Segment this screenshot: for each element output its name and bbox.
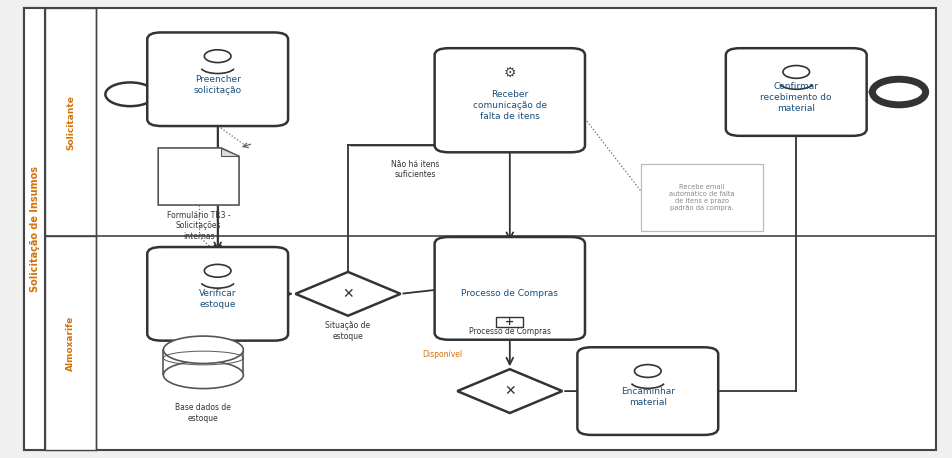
FancyBboxPatch shape xyxy=(725,48,865,136)
Text: Verificar
estoque: Verificar estoque xyxy=(199,289,236,309)
FancyBboxPatch shape xyxy=(641,164,763,231)
Ellipse shape xyxy=(163,361,243,388)
Text: Recebe email
automático de falta
de itens e prazo
padrão da compra.: Recebe email automático de falta de iten… xyxy=(668,184,734,211)
Text: Processo de Compras: Processo de Compras xyxy=(468,327,550,336)
Ellipse shape xyxy=(163,336,243,364)
Text: ✕: ✕ xyxy=(342,287,353,301)
Text: Solicitação de Insumos: Solicitação de Insumos xyxy=(30,166,40,293)
FancyBboxPatch shape xyxy=(434,48,585,153)
Polygon shape xyxy=(163,350,243,375)
Text: Formulário TR3 -
Solicitações
internas: Formulário TR3 - Solicitações internas xyxy=(167,211,230,240)
Text: ⚙: ⚙ xyxy=(503,65,516,79)
Text: Confirmar
recebimento do
material: Confirmar recebimento do material xyxy=(760,82,831,113)
Text: Almoxarife: Almoxarife xyxy=(66,316,75,371)
Text: Receber
comunicação de
falta de itens: Receber comunicação de falta de itens xyxy=(472,90,546,121)
FancyBboxPatch shape xyxy=(46,236,96,451)
FancyBboxPatch shape xyxy=(434,237,585,340)
FancyBboxPatch shape xyxy=(148,247,288,341)
Text: ✕: ✕ xyxy=(504,384,515,398)
FancyBboxPatch shape xyxy=(25,8,46,451)
Text: Processo de Compras: Processo de Compras xyxy=(461,289,558,298)
Text: Encaminhar
material: Encaminhar material xyxy=(620,387,674,407)
Text: Base dados de
estoque: Base dados de estoque xyxy=(175,403,231,423)
FancyBboxPatch shape xyxy=(46,8,96,236)
Text: +: + xyxy=(505,317,514,327)
Text: Preencher
solicitação: Preencher solicitação xyxy=(193,75,242,95)
Text: Solicitante: Solicitante xyxy=(66,95,75,150)
Text: Situação de
estoque: Situação de estoque xyxy=(326,321,370,341)
FancyBboxPatch shape xyxy=(577,347,718,435)
Polygon shape xyxy=(295,272,400,316)
Polygon shape xyxy=(457,369,562,413)
Text: Não há itens
suficientes: Não há itens suficientes xyxy=(391,160,439,180)
FancyBboxPatch shape xyxy=(148,33,288,126)
Polygon shape xyxy=(221,148,239,157)
Text: Disponível: Disponível xyxy=(422,350,462,359)
FancyBboxPatch shape xyxy=(25,8,935,451)
Polygon shape xyxy=(158,148,239,205)
FancyBboxPatch shape xyxy=(496,317,523,327)
